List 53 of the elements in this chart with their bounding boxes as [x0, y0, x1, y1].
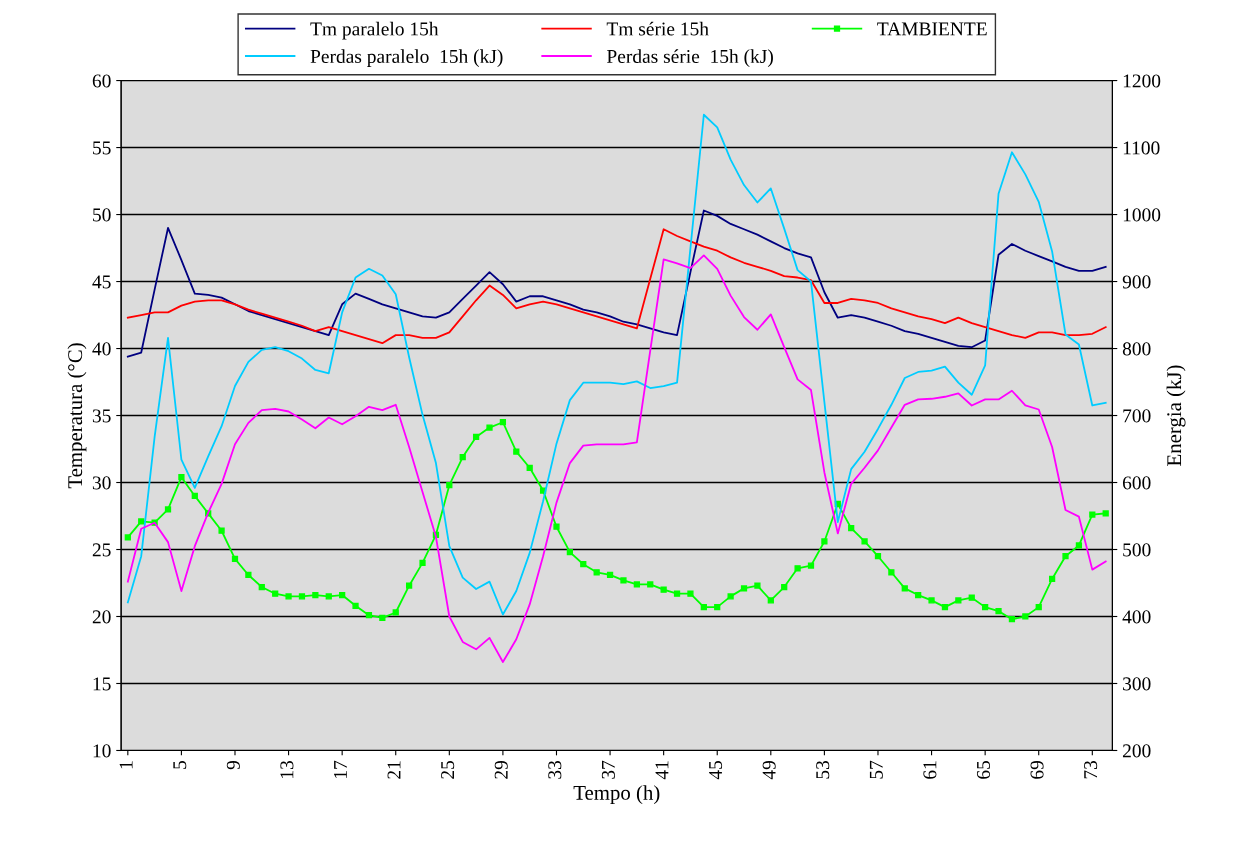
x-tick-label: 1 [119, 761, 133, 769]
x-tick-label: 37 [601, 760, 615, 779]
y2-tick-label: 1200 [1123, 74, 1161, 88]
y2-tick-label: 1000 [1123, 208, 1161, 222]
y2-tick-label: 300 [1123, 677, 1151, 691]
y-tick-label: 50 [93, 208, 111, 222]
y-tick-label: 40 [92, 342, 111, 356]
x-tick-label: 69 [1030, 761, 1044, 779]
x-tick-label: 13 [280, 760, 294, 778]
y2-axis-title: Energia (kJ) [1166, 365, 1186, 466]
y-tick-label: 15 [93, 677, 111, 691]
x-tick-label: 33 [548, 760, 562, 779]
legend-label: TAMBIENTE [877, 22, 987, 36]
y-axis-title: Temperatura (°C) [67, 343, 87, 489]
x-tick-label: 65 [976, 760, 991, 779]
y-tick-label: 20 [92, 610, 111, 624]
y2-tick-label: 200 [1122, 744, 1151, 758]
y-tick-label: 45 [92, 275, 111, 289]
x-axis-title: Tempo (h) [573, 785, 660, 805]
y-tick-label: 35 [92, 409, 111, 423]
y2-tick-label: 400 [1122, 610, 1151, 624]
x-tick-label: 41 [655, 761, 669, 780]
legend-label: Perdas paralelo 15h (kJ) [310, 49, 503, 67]
legend-label: Tm série 15h [606, 21, 709, 36]
x-tick-label: 49 [762, 761, 776, 780]
y2-tick-label: 700 [1123, 409, 1151, 423]
line-series [126, 254, 1107, 663]
y-tick-label: 60 [92, 74, 111, 88]
x-tick-label: 53 [816, 760, 830, 779]
y-tick-label: 10 [93, 744, 111, 758]
y-tick-label: 30 [92, 476, 111, 490]
x-tick-label: 73 [1084, 760, 1098, 779]
x-tick-label: 21 [387, 761, 401, 779]
y2-tick-label: 1100 [1123, 141, 1160, 155]
x-tick-label: 57 [869, 760, 883, 779]
y2-tick-label: 800 [1122, 342, 1151, 356]
legend-label: Tm paralelo 15h [310, 21, 439, 40]
x-tick-label: 45 [709, 760, 723, 780]
x-tick-label: 25 [441, 760, 455, 779]
line-series [126, 228, 1107, 345]
y-tick-label: 55 [93, 141, 111, 155]
x-tick-label: 5 [173, 760, 187, 769]
y2-tick-label: 600 [1122, 476, 1151, 490]
y2-tick-label: 500 [1123, 543, 1151, 557]
x-tick-label: 9 [226, 761, 240, 770]
line-series [126, 113, 1107, 616]
x-tick-label: 29 [494, 761, 508, 779]
x-tick-label: 61 [923, 761, 937, 779]
y2-tick-label: 900 [1122, 275, 1151, 289]
line-series [126, 209, 1107, 358]
x-tick-label: 17 [333, 760, 347, 778]
y-tick-label: 25 [92, 543, 111, 557]
legend-label: Perdas série 15h (kJ) [606, 49, 773, 67]
